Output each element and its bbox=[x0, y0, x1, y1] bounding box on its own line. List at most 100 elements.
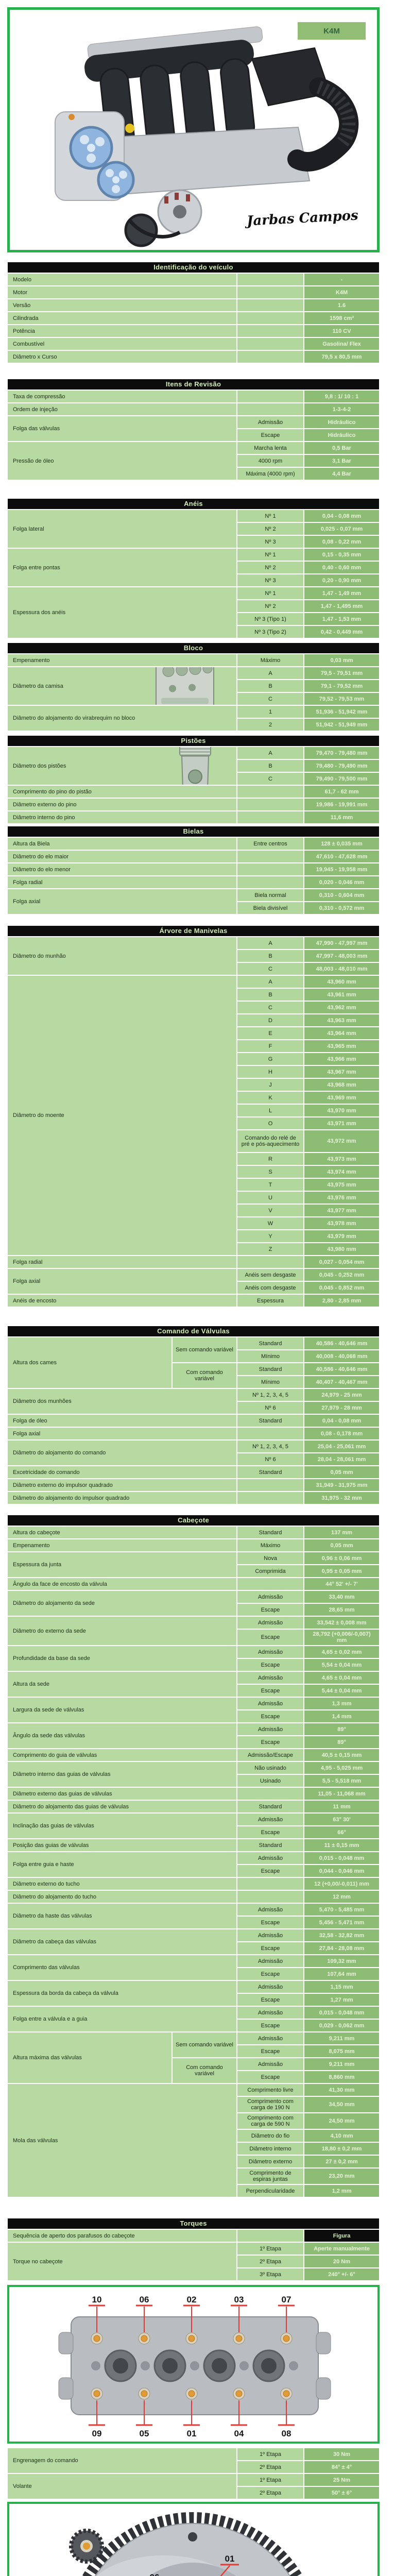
row-subqualifier: 2 bbox=[237, 718, 304, 731]
table-row: Diâmetro do alojamento da sede Admissão 33… bbox=[7, 1590, 380, 1616]
table-row: Mínimo 40,008 - 40,068 mm bbox=[7, 1350, 380, 1363]
table-row: Diâmetro dos munhões Nº 1, 2, 3, 4, 5 24,9… bbox=[7, 1388, 380, 1414]
table-row: Cilindrada 1598 cm³ bbox=[7, 312, 380, 325]
row-subqualifier: Standard bbox=[237, 1337, 304, 1350]
callout-underlines bbox=[89, 2304, 295, 2426]
row-value: 43,963 mm bbox=[304, 1014, 380, 1027]
table-row: 4000 rpm 3,1 Bar bbox=[7, 454, 380, 467]
row-label: Diâmetro externo das guias de válvulas bbox=[7, 1787, 237, 1800]
row-subqualifier: W bbox=[237, 1217, 304, 1230]
row-label: Empenamento bbox=[7, 1539, 237, 1552]
table-row: C 48,003 - 48,010 mm bbox=[7, 962, 380, 975]
row-value: 50° ± 6° bbox=[304, 2486, 380, 2499]
row-value: 47,997 - 48,003 mm bbox=[304, 950, 380, 962]
table-row: 2º Etapa 50° ± 6° bbox=[7, 2486, 380, 2499]
table-row: Nº 3 0,20 - 0,90 mm bbox=[7, 574, 380, 587]
row-label: Diâmetro da haste das válvulas bbox=[7, 1903, 237, 1929]
table-row: Escape 1,27 mm bbox=[7, 1993, 380, 2006]
table-row: Escape 8,075 mm bbox=[7, 2045, 380, 2058]
row-subqualifier: Nº 3 (Tipo 2) bbox=[237, 625, 304, 638]
row-subqualifier: Standard bbox=[237, 1839, 304, 1852]
table-row: Diâmetro do alojamento das guias de válv… bbox=[7, 1800, 380, 1813]
row-subqualifier: A bbox=[237, 747, 304, 759]
row-subqualifier: Escape bbox=[237, 1826, 304, 1839]
table-row: Nº 2 1,47 - 1,495 mm bbox=[7, 600, 380, 613]
table-row: C 43,962 mm bbox=[7, 1001, 380, 1014]
row-subqualifier bbox=[237, 798, 304, 811]
table-row: E 43,964 mm bbox=[7, 1027, 380, 1040]
row-label: Empenamento bbox=[7, 654, 237, 667]
table-row: Espessura da borda da cabeça da válvula A… bbox=[7, 1980, 380, 2006]
engine-code-badge: K4M bbox=[298, 22, 366, 40]
table-row: B 79,1 - 79,52 mm bbox=[7, 680, 380, 692]
row-qualifier: Com comando variável bbox=[172, 2058, 237, 2083]
row-value: 5,456 - 5,471 mm bbox=[304, 1916, 380, 1929]
table-row: 2º Etapa 84° ± 4° bbox=[7, 2461, 380, 2473]
table-row: Escape 107,64 mm bbox=[7, 1968, 380, 1980]
table-row: Comprimento com carga de 590 N 24,50 mm bbox=[7, 2113, 380, 2129]
row-value: 28,792 (+0,006/-0,007) mm bbox=[304, 1629, 380, 1646]
table-row: L 43,970 mm bbox=[7, 1104, 380, 1117]
table-row: Excetricidade do comando Standard 0,05 mm bbox=[7, 1466, 380, 1479]
table-title: Árvore de Manivelas bbox=[7, 925, 380, 937]
wiring-connector bbox=[68, 114, 75, 120]
row-label: Diâmetro dos pistões bbox=[7, 747, 237, 785]
table-row: Nº 2 0,025 - 0,07 mm bbox=[7, 522, 380, 535]
row-subqualifier: Admissão bbox=[237, 1813, 304, 1826]
row-label: Espessura da junta bbox=[7, 1552, 237, 1578]
row-value: 34,50 mm bbox=[304, 2096, 380, 2113]
row-value: 47,990 - 47,997 mm bbox=[304, 937, 380, 950]
air-duct bbox=[287, 77, 359, 172]
row-subqualifier bbox=[237, 1479, 304, 1492]
callout-label: 08 bbox=[282, 2429, 291, 2438]
table-row: Empenamento Máximo 0,03 mm bbox=[7, 654, 380, 667]
row-label: Espessura dos anéis bbox=[7, 587, 237, 638]
table-row: Versão 1.6 bbox=[7, 299, 380, 312]
row-label: Sequência de aperto dos parafusos do cab… bbox=[7, 2229, 237, 2242]
row-subqualifier: Espessura bbox=[237, 1294, 304, 1307]
row-label: Diâmetro do munhão bbox=[7, 937, 237, 975]
table-row: Diâmetro da haste das válvulas Admissão 5,… bbox=[7, 1903, 380, 1929]
table-row: Espessura dos anéis Nº 1 1,47 - 1,49 mm bbox=[7, 587, 380, 638]
row-label: Excetricidade do comando bbox=[7, 1466, 237, 1479]
row-value: 5,5 - 5,518 mm bbox=[304, 1774, 380, 1787]
table-row: Largura da sede de válvulas Admissão 1,3 m… bbox=[7, 1697, 380, 1723]
table-row: Altura da sede Admissão 4,65 ± 0,04 mm bbox=[7, 1671, 380, 1697]
row-value: 40,586 - 40,646 mm bbox=[304, 1363, 380, 1376]
row-value: 43,975 mm bbox=[304, 1178, 380, 1191]
row-label: Diâmetro externo do impulsor quadrado bbox=[7, 1479, 237, 1492]
row-value: Figura bbox=[304, 2229, 380, 2242]
row-subqualifier: Escape bbox=[237, 1916, 304, 1929]
table-row: Ordem de injeção 1-3-4-2 bbox=[7, 403, 380, 416]
piston-image bbox=[179, 747, 211, 785]
row-subqualifier: C bbox=[237, 1001, 304, 1014]
table-host-aneis: Anéis Folga lateral Nº 1 0,04 - 0,08 mm Nº 2… bbox=[7, 498, 380, 638]
table-row: Altura da Biela Entre centros 128 ± 0,035 … bbox=[7, 837, 380, 850]
row-value: 41,30 mm bbox=[304, 2083, 380, 2096]
table-row: Diâmetro da camisa A 79,5 - 79,51 mm bbox=[7, 667, 380, 705]
row-subqualifier bbox=[237, 811, 304, 824]
row-value: 43,968 mm bbox=[304, 1078, 380, 1091]
row-value: 0,5 Bar bbox=[304, 442, 380, 454]
table-row: Anéis com desgaste 0,045 - 0,852 mm bbox=[7, 1281, 380, 1294]
row-subqualifier bbox=[237, 312, 304, 325]
table-row: Volante 1º Etapa 25 Nm bbox=[7, 2473, 380, 2499]
row-subqualifier: Nº 1 bbox=[237, 510, 304, 522]
row-subqualifier bbox=[237, 390, 304, 403]
row-subqualifier: Comprimida bbox=[237, 1565, 304, 1578]
row-subqualifier: B bbox=[237, 950, 304, 962]
row-subqualifier: A bbox=[237, 975, 304, 988]
table-row: Diâmetro do munhão A 47,990 - 47,997 mm bbox=[7, 937, 380, 975]
table-row: Mola das válvulas Comprimento livre 41,30 … bbox=[7, 2083, 380, 2197]
table-row: Biela divisível 0,310 - 0,572 mm bbox=[7, 902, 380, 914]
row-label: Pressão de óleo bbox=[7, 442, 237, 480]
row-subqualifier: B bbox=[237, 759, 304, 772]
row-subqualifier: U bbox=[237, 1191, 304, 1204]
row-value: 28,04 - 28,061 mm bbox=[304, 1453, 380, 1466]
row-value: 0,15 - 0,35 mm bbox=[304, 548, 380, 561]
table-row: Diâmetro do externo da sede Admissão 33,54… bbox=[7, 1616, 380, 1646]
row-value: 33,542 ± 0,008 mm bbox=[304, 1616, 380, 1629]
row-value: 1,47 - 1,49 mm bbox=[304, 587, 380, 600]
row-value: 110 CV bbox=[304, 325, 380, 337]
head-bolt-sequence-figure: 10 06 02 03 07 09 05 01 04 08 bbox=[7, 2285, 380, 2444]
